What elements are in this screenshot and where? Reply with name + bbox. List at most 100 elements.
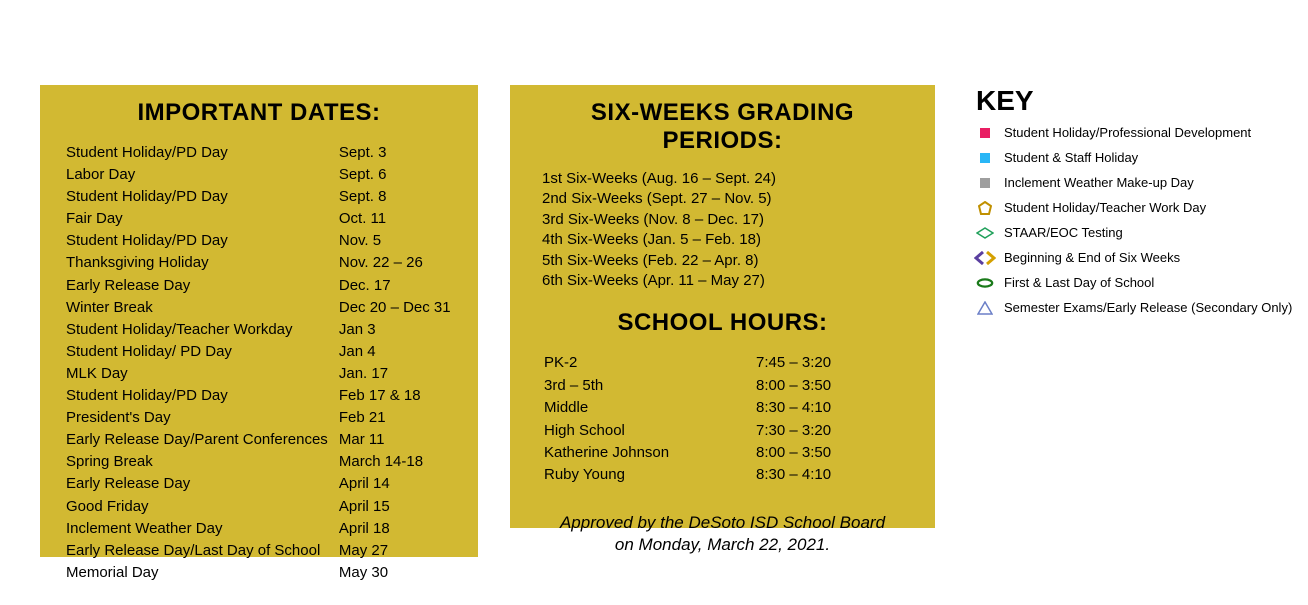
important-dates-panel: IMPORTANT DATES: Student Holiday/PD DayS… — [40, 85, 478, 557]
hours-group: Ruby Young — [544, 465, 724, 485]
ellipse-icon — [976, 276, 994, 290]
square-icon — [976, 151, 994, 165]
grading-period-item: 2nd Six-Weeks (Sept. 27 – Nov. 5) — [542, 189, 915, 209]
date-label: Student Holiday/PD Day — [66, 386, 331, 406]
key-panel: KEY Student Holiday/Professional Develop… — [976, 85, 1296, 325]
date-value: Sept. 3 — [333, 143, 452, 163]
date-label: Good Friday — [66, 497, 331, 517]
approved-line1: Approved by the DeSoto ISD School Board — [530, 512, 915, 534]
date-value: Jan 4 — [333, 342, 452, 362]
approved-text: Approved by the DeSoto ISD School Board … — [530, 512, 915, 556]
key-row: First & Last Day of School — [976, 275, 1296, 290]
grading-periods-list: 1st Six-Weeks (Aug. 16 – Sept. 24)2nd Si… — [542, 169, 915, 291]
table-row: PK-27:45 – 3:20 — [544, 353, 925, 373]
table-row: Spring BreakMarch 14-18 — [66, 452, 452, 472]
table-row: Inclement Weather DayApril 18 — [66, 519, 452, 539]
key-label: STAAR/EOC Testing — [1004, 225, 1123, 240]
grading-period-item: 5th Six-Weeks (Feb. 22 – Apr. 8) — [542, 251, 915, 271]
grading-period-item: 1st Six-Weeks (Aug. 16 – Sept. 24) — [542, 169, 915, 189]
date-label: Student Holiday/ PD Day — [66, 342, 331, 362]
key-row: Beginning & End of Six Weeks — [976, 250, 1296, 265]
grading-period-item: 4th Six-Weeks (Jan. 5 – Feb. 18) — [542, 230, 915, 250]
hours-value: 7:45 – 3:20 — [726, 353, 925, 373]
key-label: Beginning & End of Six Weeks — [1004, 250, 1180, 265]
hours-value: 8:00 – 3:50 — [726, 376, 925, 396]
date-label: Labor Day — [66, 165, 331, 185]
key-row: Inclement Weather Make-up Day — [976, 175, 1296, 190]
date-value: Jan. 17 — [333, 364, 452, 384]
key-row: Student Holiday/Teacher Work Day — [976, 200, 1296, 215]
key-label: First & Last Day of School — [1004, 275, 1154, 290]
table-row: Memorial DayMay 30 — [66, 563, 452, 583]
date-value: Feb 21 — [333, 408, 452, 428]
date-value: Sept. 8 — [333, 187, 452, 207]
date-label: Student Holiday/PD Day — [66, 143, 331, 163]
table-row: Katherine Johnson8:00 – 3:50 — [544, 443, 925, 463]
table-row: 3rd – 5th8:00 – 3:50 — [544, 376, 925, 396]
table-row: Middle8:30 – 4:10 — [544, 398, 925, 418]
date-label: President's Day — [66, 408, 331, 428]
square-icon — [976, 176, 994, 190]
table-row: Early Release Day/Last Day of SchoolMay … — [66, 541, 452, 561]
date-value: Dec 20 – Dec 31 — [333, 298, 452, 318]
key-label: Student Holiday/Professional Development — [1004, 125, 1251, 140]
table-row: Student Holiday/PD DayNov. 5 — [66, 231, 452, 251]
school-hours-heading: SCHOOL HOURS: — [530, 309, 915, 337]
hours-group: Middle — [544, 398, 724, 418]
key-label: Inclement Weather Make-up Day — [1004, 175, 1194, 190]
table-row: Student Holiday/PD DayFeb 17 & 18 — [66, 386, 452, 406]
date-value: Mar 11 — [333, 430, 452, 450]
table-row: President's DayFeb 21 — [66, 408, 452, 428]
table-row: Fair DayOct. 11 — [66, 209, 452, 229]
key-label: Semester Exams/Early Release (Secondary … — [1004, 300, 1292, 315]
table-row: Early Release DayDec. 17 — [66, 276, 452, 296]
date-label: Winter Break — [66, 298, 331, 318]
table-row: Early Release Day/Parent ConferencesMar … — [66, 430, 452, 450]
grading-period-item: 3rd Six-Weeks (Nov. 8 – Dec. 17) — [542, 210, 915, 230]
date-value: April 15 — [333, 497, 452, 517]
square-icon — [976, 126, 994, 140]
hours-group: PK-2 — [544, 353, 724, 373]
table-row: Student Holiday/ PD DayJan 4 — [66, 342, 452, 362]
table-row: Thanksgiving HolidayNov. 22 – 26 — [66, 253, 452, 273]
date-value: Sept. 6 — [333, 165, 452, 185]
table-row: Early Release DayApril 14 — [66, 474, 452, 494]
pentagon-icon — [976, 201, 994, 215]
date-label: Student Holiday/PD Day — [66, 231, 331, 251]
hours-value: 8:30 – 4:10 — [726, 465, 925, 485]
date-value: Feb 17 & 18 — [333, 386, 452, 406]
date-value: May 27 — [333, 541, 452, 561]
grading-period-item: 6th Six-Weeks (Apr. 11 – May 27) — [542, 271, 915, 291]
important-dates-table: Student Holiday/PD DaySept. 3Labor DaySe… — [64, 141, 454, 585]
date-label: Early Release Day — [66, 276, 331, 296]
key-row: Student & Staff Holiday — [976, 150, 1296, 165]
date-label: Memorial Day — [66, 563, 331, 583]
table-row: Student Holiday/PD DaySept. 8 — [66, 187, 452, 207]
table-row: Student Holiday/PD DaySept. 3 — [66, 143, 452, 163]
key-row: Semester Exams/Early Release (Secondary … — [976, 300, 1296, 315]
date-value: Oct. 11 — [333, 209, 452, 229]
diamond-icon — [976, 226, 994, 240]
date-value: Nov. 5 — [333, 231, 452, 251]
date-label: Early Release Day — [66, 474, 331, 494]
key-heading: KEY — [976, 85, 1296, 117]
approved-line2: on Monday, March 22, 2021. — [530, 534, 915, 556]
table-row: Student Holiday/Teacher WorkdayJan 3 — [66, 320, 452, 340]
arrows-icon — [976, 251, 994, 265]
date-value: April 18 — [333, 519, 452, 539]
grading-periods-heading: SIX-WEEKS GRADING PERIODS: — [530, 99, 915, 155]
date-value: March 14-18 — [333, 452, 452, 472]
grading-hours-panel: SIX-WEEKS GRADING PERIODS: 1st Six-Weeks… — [510, 85, 935, 528]
date-label: Early Release Day/Last Day of School — [66, 541, 331, 561]
date-value: May 30 — [333, 563, 452, 583]
date-label: Early Release Day/Parent Conferences — [66, 430, 331, 450]
hours-group: Katherine Johnson — [544, 443, 724, 463]
table-row: Labor DaySept. 6 — [66, 165, 452, 185]
date-label: Spring Break — [66, 452, 331, 472]
important-dates-heading: IMPORTANT DATES: — [64, 99, 454, 127]
date-label: Thanksgiving Holiday — [66, 253, 331, 273]
hours-group: High School — [544, 421, 724, 441]
table-row: MLK DayJan. 17 — [66, 364, 452, 384]
table-row: Winter BreakDec 20 – Dec 31 — [66, 298, 452, 318]
date-value: Nov. 22 – 26 — [333, 253, 452, 273]
